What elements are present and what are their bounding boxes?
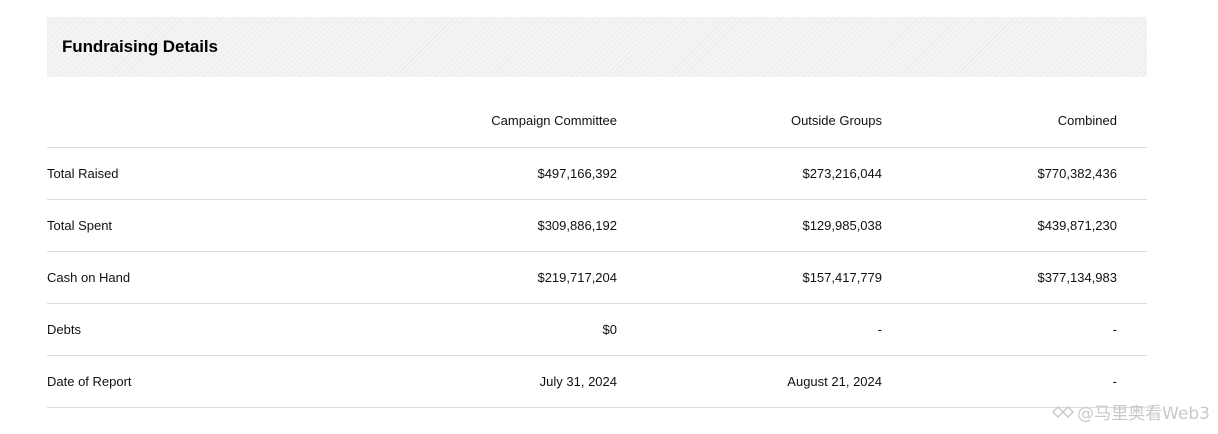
column-spacer <box>1117 95 1147 147</box>
cell-outside-groups: August 21, 2024 <box>787 373 882 389</box>
table-row-debts: Debts $0 - - <box>47 303 1147 355</box>
panel-title: Fundraising Details <box>62 37 218 56</box>
cell-outside-groups: $273,216,044 <box>802 165 882 181</box>
table-row-date-of-report: Date of Report July 31, 2024 August 21, … <box>47 355 1147 407</box>
column-header-label <box>47 95 347 147</box>
cell-spacer <box>1117 147 1147 199</box>
watermark-text: @马里奥看Web3 <box>1077 404 1210 424</box>
table-row-total-spent: Total Spent $309,886,192 $129,985,038 $4… <box>47 199 1147 251</box>
cell-spacer <box>1117 303 1147 355</box>
column-header-combined: Combined <box>1057 113 1117 129</box>
fundraising-table: Campaign Committee Outside Groups Combin… <box>47 95 1147 408</box>
row-label: Total Spent <box>47 217 113 233</box>
cell-outside-groups: $129,985,038 <box>802 217 882 233</box>
cell-outside-groups: $157,417,779 <box>802 269 882 285</box>
table-row-cash-on-hand: Cash on Hand $219,717,204 $157,417,779 $… <box>47 251 1147 303</box>
cell-combined: - <box>1112 373 1117 389</box>
row-label: Cash on Hand <box>47 269 131 285</box>
cell-spacer <box>1117 199 1147 251</box>
column-header-outside-groups: Outside Groups <box>790 113 882 129</box>
table-body: Total Raised $497,166,392 $273,216,044 $… <box>47 147 1147 407</box>
cell-spacer <box>1117 251 1147 303</box>
table-header: Campaign Committee Outside Groups Combin… <box>47 95 1147 147</box>
row-label: Total Raised <box>47 165 119 181</box>
panel-header: Fundraising Details <box>47 17 1147 77</box>
cell-campaign-committee: July 31, 2024 <box>539 373 617 389</box>
cell-combined: $770,382,436 <box>1037 165 1117 181</box>
table-row-total-raised: Total Raised $497,166,392 $273,216,044 $… <box>47 147 1147 199</box>
watermark: @马里奥看Web3 <box>1052 399 1210 424</box>
cell-outside-groups: - <box>877 321 882 337</box>
header-row: Campaign Committee Outside Groups Combin… <box>47 95 1147 147</box>
row-label: Debts <box>47 321 81 337</box>
cell-combined: $377,134,983 <box>1037 269 1117 285</box>
cell-combined: $439,871,230 <box>1037 217 1117 233</box>
row-label: Date of Report <box>47 373 132 389</box>
cell-campaign-committee: $0 <box>602 321 617 337</box>
cell-campaign-committee: $497,166,392 <box>537 165 617 181</box>
cell-campaign-committee: $309,886,192 <box>537 217 617 233</box>
cell-campaign-committee: $219,717,204 <box>537 269 617 285</box>
logo-icon <box>1052 405 1075 418</box>
cell-combined: - <box>1112 321 1117 337</box>
column-header-campaign-committee: Campaign Committee <box>491 113 617 129</box>
